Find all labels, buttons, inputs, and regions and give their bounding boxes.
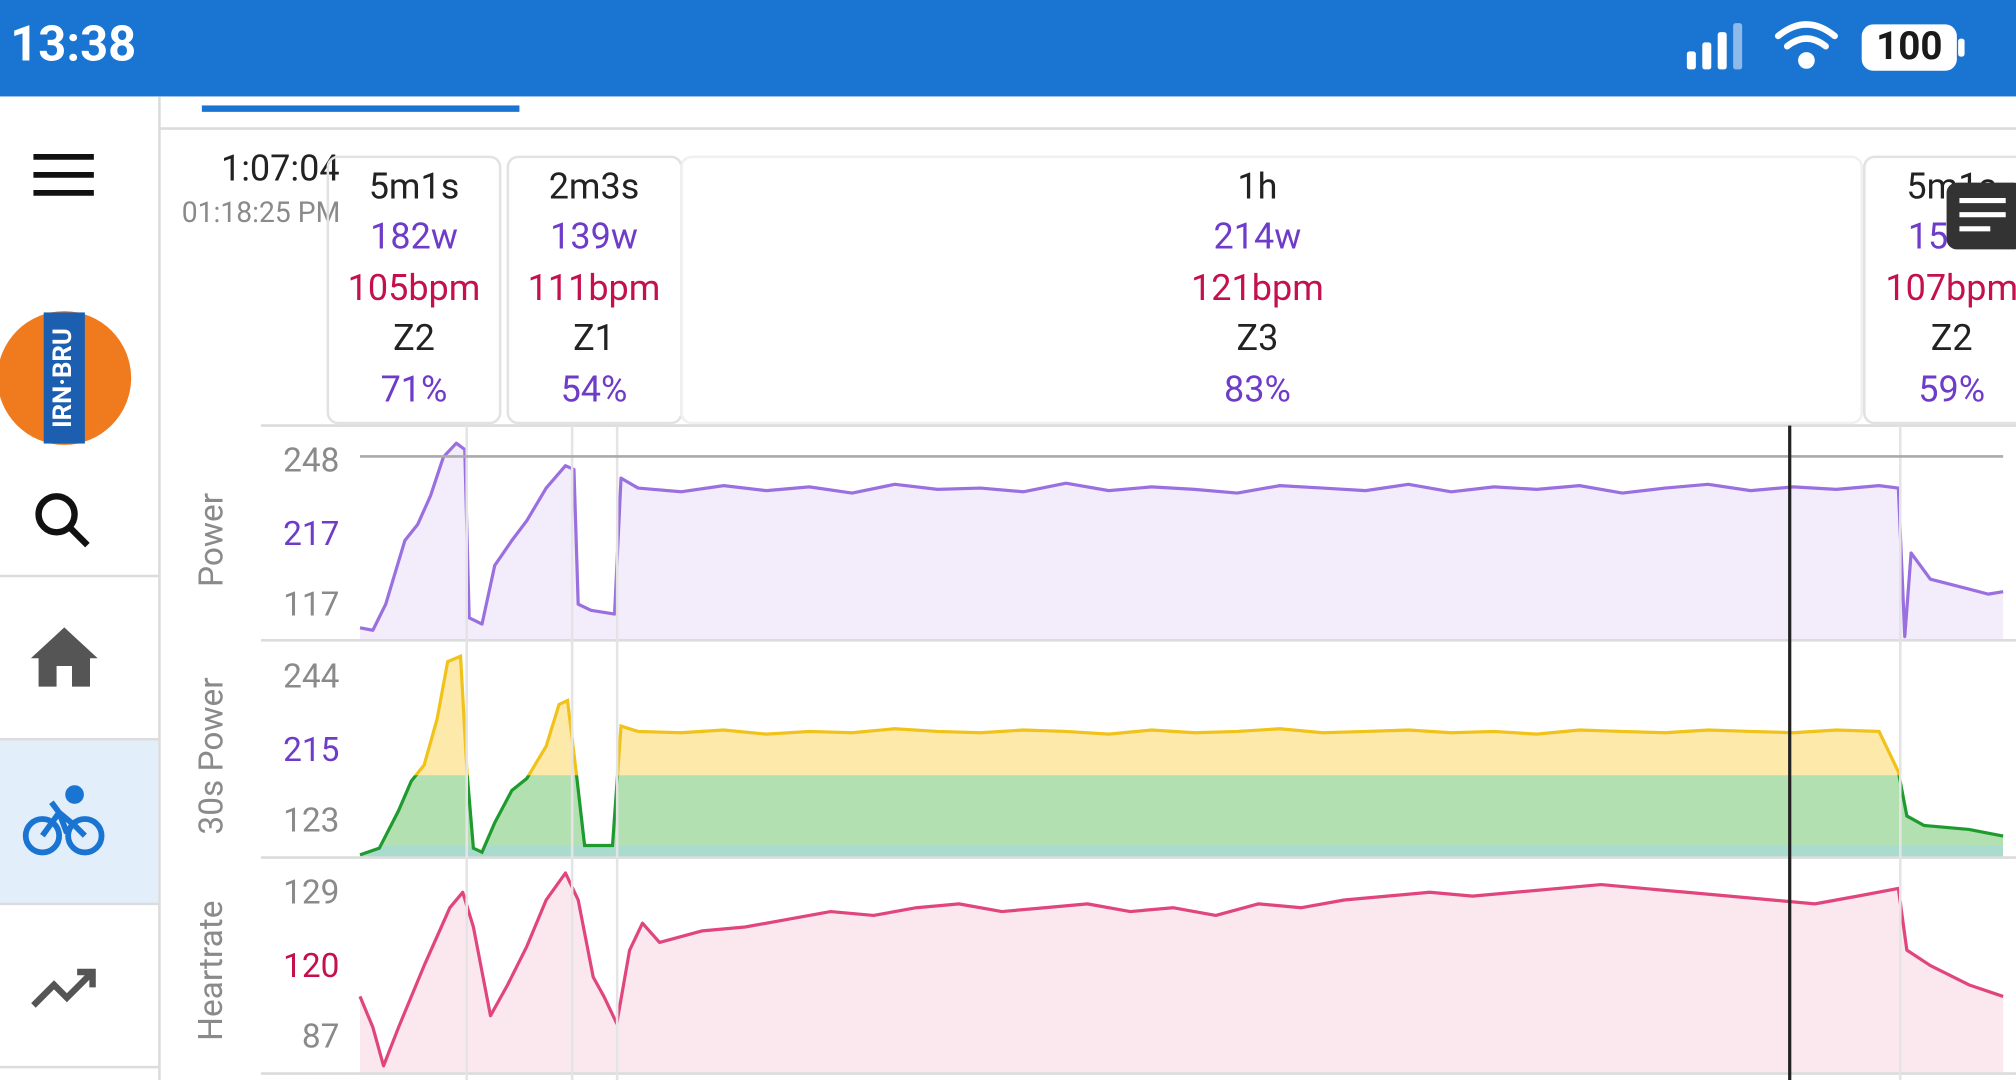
max-label: 244 bbox=[283, 658, 340, 697]
interval-intensity: 59% bbox=[1918, 369, 1985, 411]
interval-intensity: 83% bbox=[1224, 369, 1291, 411]
interval-zone: Z3 bbox=[1237, 317, 1279, 359]
min-label: 123 bbox=[283, 802, 339, 841]
menu-button[interactable] bbox=[33, 153, 94, 196]
status-bar bbox=[0, 0, 2016, 97]
avg-label: 217 bbox=[283, 515, 339, 554]
interval-heartrate: 107bpm bbox=[1885, 267, 2016, 309]
home-button[interactable] bbox=[30, 627, 98, 687]
avatar[interactable]: IRN·BRU bbox=[0, 311, 132, 445]
chart-title: Heartrate bbox=[192, 901, 231, 1041]
line bbox=[359, 775, 2004, 857]
clock-time: 01:18:25 PM bbox=[182, 196, 341, 229]
elapsed-time: 1:07:04 bbox=[221, 148, 340, 190]
interval-duration: 5m1s bbox=[369, 166, 460, 208]
chart-title: Power bbox=[192, 493, 231, 587]
interval-intensity: 54% bbox=[561, 369, 628, 411]
avatar-text: IRN·BRU bbox=[48, 328, 78, 428]
area-fill bbox=[360, 873, 2004, 1074]
interval-power: 214w bbox=[1214, 216, 1302, 258]
battery-tip bbox=[1958, 38, 1965, 57]
avg-label: 215 bbox=[283, 731, 339, 770]
notes-button[interactable] bbox=[1946, 182, 2016, 250]
charts: Power 248 217 117 30s Power 244 215 123 Heartrat… bbox=[192, 441, 2004, 1074]
min-label: 117 bbox=[283, 586, 339, 625]
zone-band bbox=[360, 775, 2004, 846]
interval-card[interactable] bbox=[326, 155, 502, 425]
interval-card[interactable] bbox=[1863, 155, 2016, 425]
line bbox=[358, 871, 2004, 1068]
interval-heartrate: 121bpm bbox=[1191, 267, 1324, 309]
signal-icon bbox=[1686, 23, 1743, 70]
interval-duration: 2m3s bbox=[549, 166, 640, 208]
zone-band bbox=[360, 846, 2004, 858]
min-label: 87 bbox=[302, 1018, 340, 1057]
bike-icon bbox=[22, 785, 105, 856]
zone-fill bbox=[360, 656, 2004, 858]
trends-button[interactable] bbox=[31, 968, 96, 1008]
avg-label: 120 bbox=[283, 947, 339, 986]
interval-power: 182w bbox=[370, 216, 458, 258]
chart-separators bbox=[261, 424, 2016, 1075]
max-label: 248 bbox=[283, 442, 339, 481]
status-time: 13:38 bbox=[10, 15, 136, 72]
interval-power: 139w bbox=[550, 216, 638, 258]
interval-duration: 1h bbox=[1237, 166, 1277, 208]
battery-level: 100 bbox=[1876, 24, 1942, 69]
search-button[interactable] bbox=[35, 493, 90, 548]
interval-card[interactable] bbox=[680, 155, 1864, 425]
line bbox=[359, 441, 2004, 639]
interval-heartrate: 111bpm bbox=[528, 267, 661, 309]
wifi-icon bbox=[1774, 21, 1838, 69]
interval-intensity: 71% bbox=[381, 369, 448, 411]
line bbox=[413, 653, 1901, 776]
chart-title: 30s Power bbox=[192, 677, 231, 834]
interval-zone: Z2 bbox=[1931, 317, 1973, 359]
battery-icon bbox=[1861, 24, 1957, 71]
area-fill bbox=[360, 443, 2004, 641]
active-tab-indicator[interactable] bbox=[201, 105, 520, 112]
interval-cards bbox=[326, 155, 2016, 425]
interval-dividers bbox=[465, 425, 1902, 1080]
max-label: 129 bbox=[283, 874, 339, 913]
interval-heartrate: 105bpm bbox=[348, 267, 481, 309]
interval-zone: Z2 bbox=[393, 317, 435, 359]
interval-zone: Z1 bbox=[573, 317, 615, 359]
